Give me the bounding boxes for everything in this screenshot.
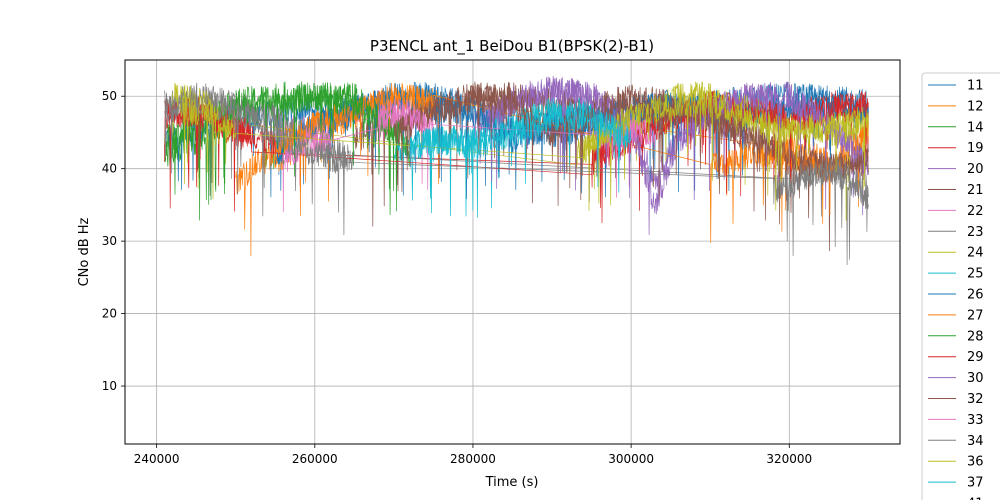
x-tick-label: 320000 xyxy=(766,452,812,466)
legend-item-24: 24 xyxy=(928,246,984,261)
y-tick-label: 40 xyxy=(102,162,117,176)
legend-item-14: 14 xyxy=(928,120,984,135)
legend-label: 32 xyxy=(967,392,984,407)
legend-item-28: 28 xyxy=(928,329,984,344)
legend-label: 21 xyxy=(967,183,984,198)
x-tick-label: 300000 xyxy=(608,452,654,466)
legend-item-29: 29 xyxy=(928,350,984,365)
legend-label: 23 xyxy=(967,225,984,240)
series-27 xyxy=(274,82,869,244)
series-line xyxy=(164,81,411,221)
legend-label: 11 xyxy=(967,79,984,94)
legend-label: 30 xyxy=(967,371,984,386)
legend-item-21: 21 xyxy=(928,183,984,198)
legend-item-19: 19 xyxy=(928,141,984,156)
x-tick-label: 280000 xyxy=(450,452,496,466)
legend-label: 37 xyxy=(967,476,984,491)
y-tick-label: 30 xyxy=(102,234,117,248)
legend-label: 20 xyxy=(967,162,984,177)
legend-item-30: 30 xyxy=(928,371,984,386)
x-axis-label: Time (s) xyxy=(485,475,539,490)
legend-label: 26 xyxy=(967,288,984,303)
x-tick-label: 260000 xyxy=(292,452,338,466)
series-36 xyxy=(180,88,869,211)
legend-item-34: 34 xyxy=(928,434,984,449)
legend-label: 27 xyxy=(967,308,984,323)
series-line xyxy=(180,88,869,211)
legend-label: 34 xyxy=(967,434,984,449)
legend-item-32: 32 xyxy=(928,392,984,407)
legend-label: 19 xyxy=(967,141,984,156)
series-33 xyxy=(282,98,656,198)
y-axis: 10 20 30 40 50 xyxy=(102,89,125,393)
legend: 11 12 14 19 20 21 22 23 24 25 26 27 28 29 30 32 33 34 36 37… xyxy=(921,72,1000,500)
series-line xyxy=(282,98,656,198)
y-tick-label: 20 xyxy=(102,307,117,321)
x-axis: 240000 260000 280000 300000 320000 xyxy=(134,444,812,466)
series-34 xyxy=(164,90,869,242)
series-30 xyxy=(488,76,869,215)
legend-item-25: 25 xyxy=(928,267,984,282)
plot-frame xyxy=(124,59,901,445)
y-tick-label: 10 xyxy=(102,379,117,393)
legend-item-27: 27 xyxy=(928,308,984,323)
legend-item-22: 22 xyxy=(928,204,984,219)
legend-item-23: 23 xyxy=(928,225,984,240)
legend-label: 33 xyxy=(967,413,984,428)
legend-box xyxy=(921,72,1000,500)
legend-label: 36 xyxy=(967,455,984,470)
series-line xyxy=(274,82,869,244)
legend-item-20: 20 xyxy=(928,162,984,177)
legend-label: 28 xyxy=(967,329,984,344)
legend-label: 29 xyxy=(967,350,984,365)
series-line xyxy=(164,90,869,242)
legend-item-33: 33 xyxy=(928,413,984,428)
plot-area xyxy=(164,75,869,266)
x-tick-label: 240000 xyxy=(134,452,180,466)
legend-item-12: 12 xyxy=(928,99,984,114)
series-line xyxy=(488,76,869,215)
legend-item-11: 11 xyxy=(928,79,984,94)
legend-label: 14 xyxy=(967,120,984,135)
series-37 xyxy=(409,103,632,217)
legend-label: 22 xyxy=(967,204,984,219)
legend-item-36: 36 xyxy=(928,455,984,470)
legend-label: 25 xyxy=(967,267,984,282)
chart-title: P3ENCL ant_1 BeiDou B1(BPSK(2)-B1) xyxy=(370,37,654,56)
legend-item-37: 37 xyxy=(928,476,984,491)
legend-item-26: 26 xyxy=(928,288,984,303)
legend-label: 24 xyxy=(967,246,984,261)
legend-label: 12 xyxy=(967,99,984,114)
legend-label-partial: 41 xyxy=(967,497,984,500)
y-axis-label: CNo dB Hz xyxy=(77,217,92,286)
series-28 xyxy=(164,81,411,221)
series-line xyxy=(409,103,632,217)
y-tick-label: 50 xyxy=(102,89,117,103)
